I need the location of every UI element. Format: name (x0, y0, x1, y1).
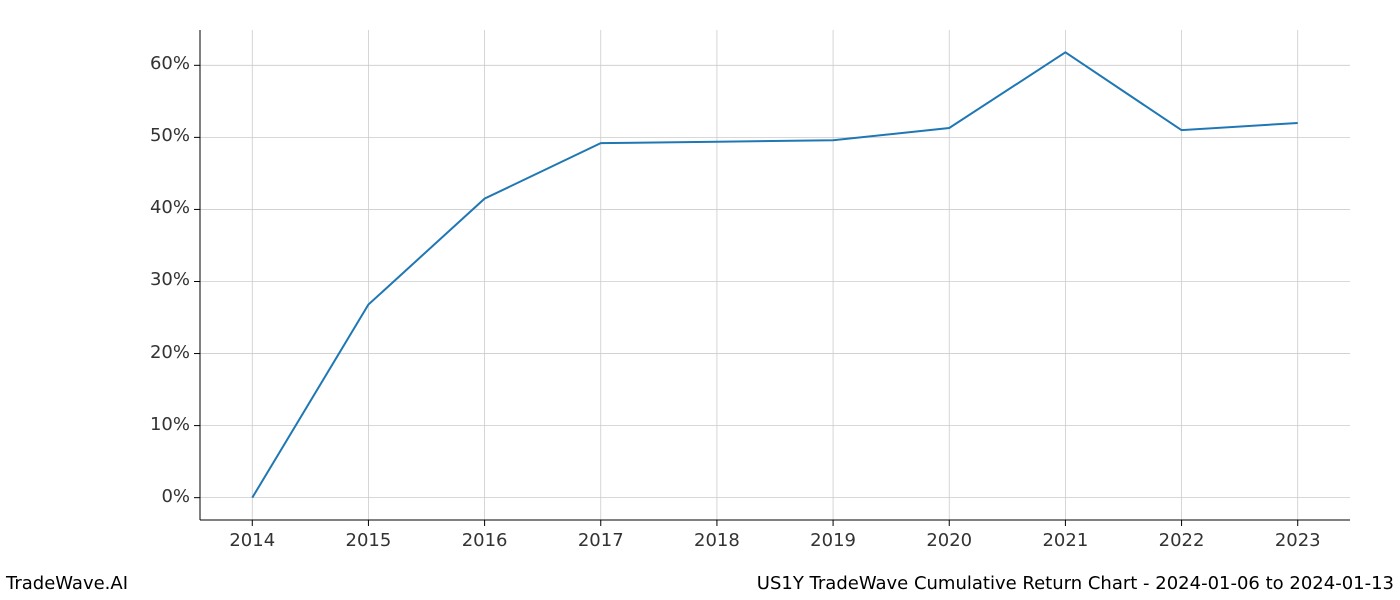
x-tick-label: 2018 (687, 530, 747, 551)
y-tick-label: 50% (120, 125, 190, 146)
x-tick-label: 2020 (919, 530, 979, 551)
x-tick-label: 2019 (803, 530, 863, 551)
x-tick-label: 2014 (222, 530, 282, 551)
y-tick-label: 20% (120, 342, 190, 363)
x-tick-label: 2023 (1268, 530, 1328, 551)
x-tick-label: 2015 (338, 530, 398, 551)
x-tick-label: 2021 (1035, 530, 1095, 551)
footer-right-label: US1Y TradeWave Cumulative Return Chart -… (757, 573, 1394, 594)
x-tick-label: 2017 (571, 530, 631, 551)
y-tick-label: 0% (120, 486, 190, 507)
y-tick-label: 30% (120, 269, 190, 290)
x-tick-label: 2016 (455, 530, 515, 551)
data-series-line (252, 52, 1297, 497)
footer-left-label: TradeWave.AI (6, 573, 128, 594)
y-tick-label: 40% (120, 197, 190, 218)
y-tick-label: 60% (120, 53, 190, 74)
y-tick-label: 10% (120, 414, 190, 435)
x-tick-label: 2022 (1152, 530, 1212, 551)
chart-container: 0% 10% 20% 30% 40% 50% 60% 2014 2015 2016 2017 2018… (0, 0, 1400, 600)
chart-svg (0, 0, 1400, 600)
